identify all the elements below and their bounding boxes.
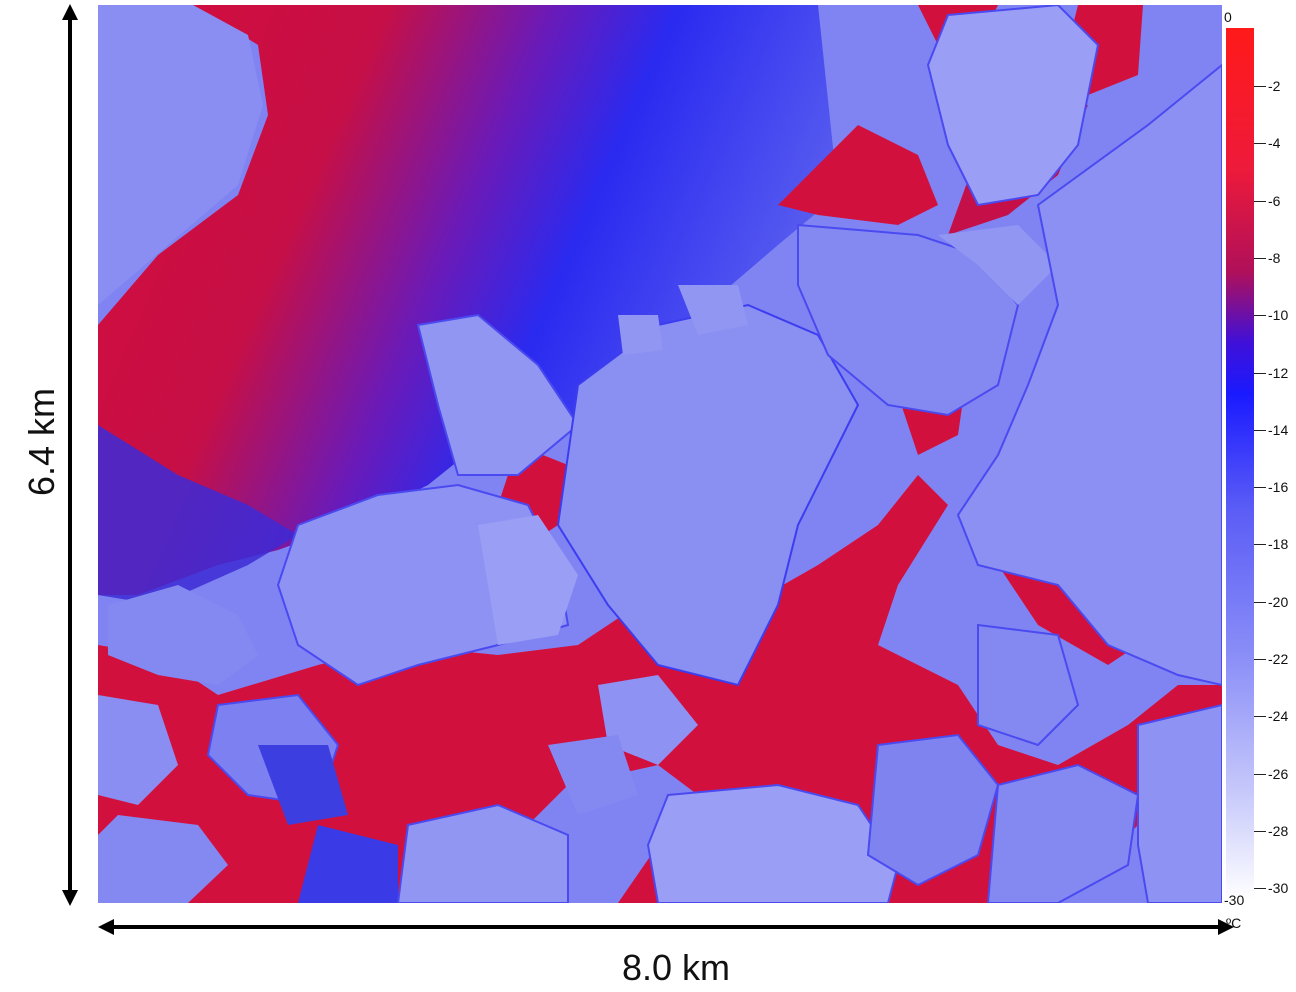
colorbar-tick xyxy=(1254,602,1266,603)
colorbar-bottom-label: -30 xyxy=(1224,892,1245,908)
colorbar-tick-label: -18 xyxy=(1268,536,1289,552)
colorbar-tick-label: -20 xyxy=(1268,594,1289,610)
height-dimension-label: 6.4 km xyxy=(21,387,62,497)
colorbar-tick xyxy=(1254,487,1266,488)
colorbar-tick xyxy=(1254,888,1266,889)
colorbar-tick-label: -22 xyxy=(1268,651,1289,667)
colorbar-tick xyxy=(1254,831,1266,832)
thermal-image xyxy=(98,5,1222,903)
colorbar-tick xyxy=(1254,774,1266,775)
colorbar-tick-label: -26 xyxy=(1268,766,1289,782)
colorbar-tick xyxy=(1254,659,1266,660)
colorbar-tick xyxy=(1254,430,1266,431)
colorbar-tick xyxy=(1254,86,1266,87)
colorbar-tick xyxy=(1254,544,1266,545)
colorbar-tick-label: -30 xyxy=(1268,880,1289,896)
temperature-colorbar xyxy=(1226,28,1254,900)
colorbar-tick xyxy=(1254,315,1266,316)
colorbar-tick xyxy=(1254,716,1266,717)
colorbar-tick xyxy=(1254,143,1266,144)
colorbar-tick-label: -4 xyxy=(1268,135,1281,151)
colorbar-tick-label: -12 xyxy=(1268,365,1289,381)
colorbar-top-label: 0 xyxy=(1224,9,1232,25)
colorbar-tick-label: -10 xyxy=(1268,307,1289,323)
colorbar-tick xyxy=(1254,201,1266,202)
colorbar-tick-label: -6 xyxy=(1268,193,1281,209)
width-dimension-label: 8.0 km xyxy=(622,947,731,988)
colorbar-tick-label: -14 xyxy=(1268,422,1289,438)
colorbar-tick xyxy=(1254,373,1266,374)
colorbar-tick-label: -16 xyxy=(1268,479,1289,495)
colorbar-tick-label: -24 xyxy=(1268,708,1289,724)
colorbar-tick-label: -28 xyxy=(1268,823,1289,839)
colorbar-tick-label: -8 xyxy=(1268,250,1281,266)
colorbar-tick xyxy=(1254,258,1266,259)
colorbar-tick-label: -2 xyxy=(1268,78,1281,94)
